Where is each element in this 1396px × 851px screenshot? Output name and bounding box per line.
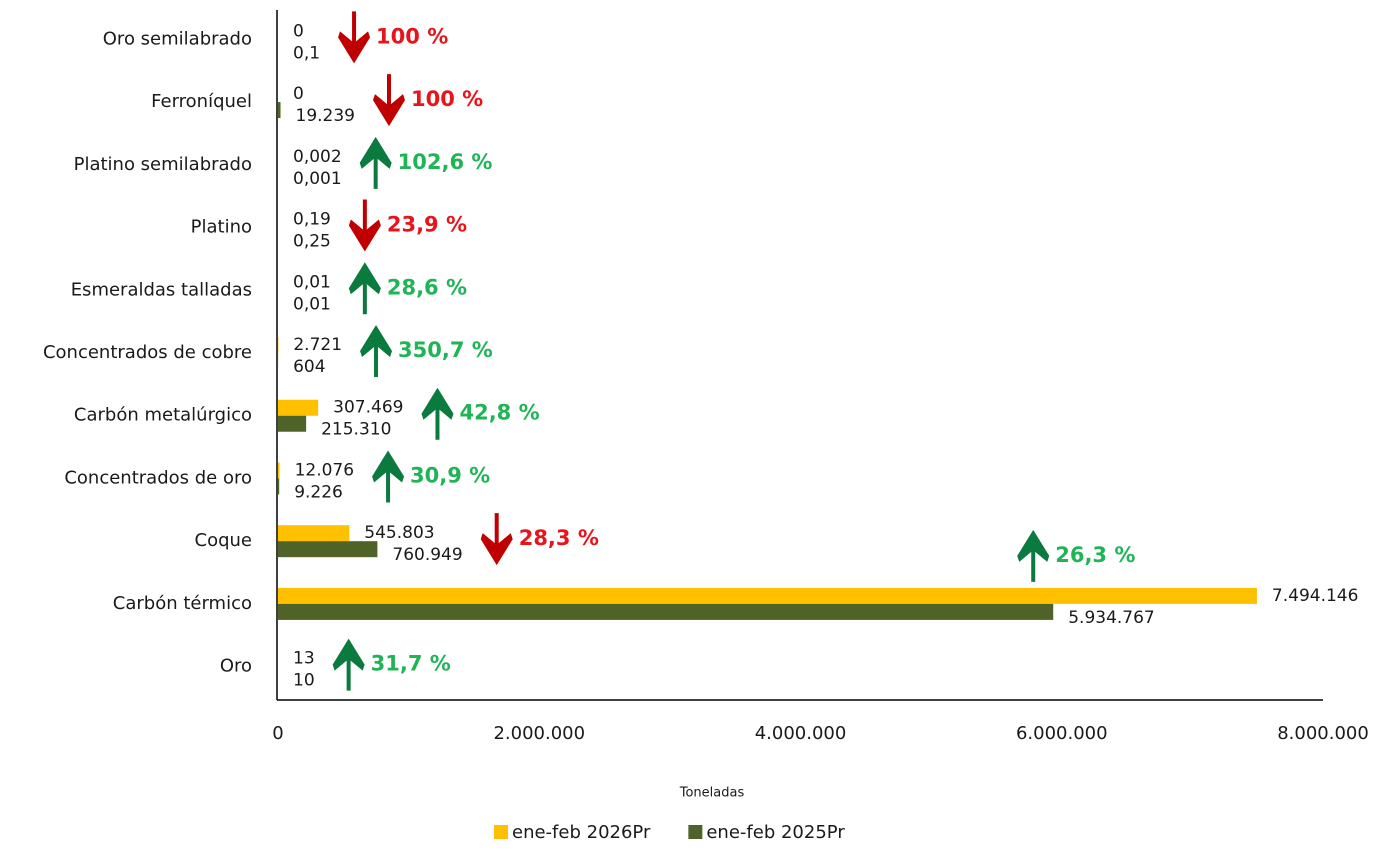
value-label: 0 <box>293 84 304 104</box>
arrow-down <box>372 74 405 127</box>
value-label: 604 <box>293 357 325 377</box>
value-label: 760.949 <box>392 545 462 565</box>
y-tick-label: Esmeraldas talladas <box>71 279 252 300</box>
arrow-down <box>348 199 381 252</box>
x-tick-label: 2.000.000 <box>493 723 585 744</box>
x-tick-label: 8.000.000 <box>1277 723 1369 744</box>
arrow-down <box>480 513 513 566</box>
y-tick-label: Platino <box>191 217 252 238</box>
change-label: 100 % <box>376 24 448 48</box>
value-label: 7.494.146 <box>1272 586 1359 606</box>
arrow-up <box>1017 529 1050 582</box>
arrow-up <box>360 325 393 377</box>
value-label: 0,01 <box>293 294 331 314</box>
change-label: 100 % <box>411 87 483 111</box>
value-label: 2.721 <box>293 335 342 355</box>
change-label: 42,8 % <box>459 401 539 425</box>
x-tick-label: 6.000.000 <box>1016 723 1108 744</box>
change-label: 350,7 % <box>398 338 493 362</box>
bar <box>278 478 280 495</box>
change-label: 31,7 % <box>371 652 451 676</box>
y-tick-label: Platino semilabrado <box>74 154 252 175</box>
change-label: 23,9 % <box>387 213 467 237</box>
y-tick-label: Carbón térmico <box>113 593 252 614</box>
bar <box>278 587 1257 604</box>
y-tick-label: Concentrados de cobre <box>43 342 252 363</box>
legend-swatch <box>494 825 508 839</box>
legend-label: ene-feb 2026Pr <box>512 822 651 843</box>
value-label: 307.469 <box>333 398 403 418</box>
x-tick-label: 4.000.000 <box>755 723 847 744</box>
value-label: 12.076 <box>295 460 354 480</box>
value-label: 0,19 <box>293 210 331 230</box>
value-label: 0,001 <box>293 169 342 189</box>
value-label: 0,01 <box>293 272 331 292</box>
value-label: 5.934.767 <box>1068 608 1155 628</box>
y-tick-label: Concentrados de oro <box>64 467 252 488</box>
value-label: 13 <box>293 649 315 669</box>
value-label: 0 <box>293 21 304 41</box>
change-label: 28,6 % <box>387 275 467 299</box>
x-tick-label: 0 <box>272 723 283 744</box>
bar <box>278 603 1054 620</box>
arrow-down <box>338 11 371 64</box>
arrow-up <box>421 387 454 440</box>
y-tick-label: Coque <box>195 530 253 551</box>
value-label: 545.803 <box>364 523 434 543</box>
legend-swatch <box>688 825 703 839</box>
arrow-up <box>372 450 405 503</box>
bar <box>278 525 350 542</box>
x-axis-title: Toneladas <box>679 786 745 801</box>
y-tick-label: Ferroníquel <box>151 91 252 112</box>
arrow-up <box>332 638 365 691</box>
value-label: 215.310 <box>321 420 391 440</box>
change-label: 28,3 % <box>519 526 599 550</box>
bar <box>278 541 378 558</box>
y-tick-label: Oro semilabrado <box>103 28 252 49</box>
value-label: 10 <box>293 671 315 691</box>
legend-label: ene-feb 2025Pr <box>706 822 845 843</box>
value-label: 19.239 <box>296 106 355 126</box>
change-label: 30,9 % <box>410 463 490 487</box>
bar <box>278 102 281 119</box>
bar <box>278 399 319 416</box>
y-tick-label: Carbón metalúrgico <box>74 405 252 426</box>
change-label: 26,3 % <box>1055 543 1135 567</box>
bar <box>278 415 307 432</box>
value-label: 0,002 <box>293 147 342 167</box>
value-label: 0,1 <box>293 43 320 63</box>
arrow-up <box>348 262 381 315</box>
change-label: 102,6 % <box>398 150 493 174</box>
value-label: 9.226 <box>294 482 343 502</box>
bar <box>278 462 280 479</box>
y-tick-label: Oro <box>220 656 252 677</box>
value-label: 0,25 <box>293 232 331 252</box>
arrow-up <box>359 136 392 189</box>
